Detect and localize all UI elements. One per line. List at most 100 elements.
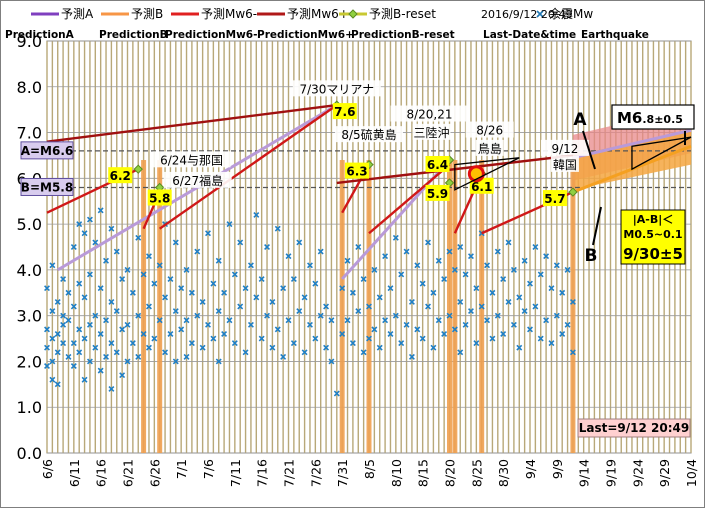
legend-marker (536, 10, 544, 18)
earthquake-point (60, 276, 67, 283)
earthquake-point (178, 285, 185, 292)
earthquake-point (564, 321, 571, 328)
earthquake-point (129, 289, 136, 296)
earthquake-point (135, 353, 142, 360)
earthquake-point (188, 340, 195, 347)
event-label-bg (152, 151, 231, 168)
earthquake-point (119, 372, 126, 379)
magnitude-box (611, 104, 695, 130)
earthquake-point (312, 280, 319, 287)
earthquake-point (70, 340, 77, 347)
earthquake-point (65, 289, 72, 296)
value-label-text: 6.3 (346, 165, 367, 179)
event-label: 鳥島 (478, 141, 502, 156)
x-tick-label: 7/6 (201, 459, 216, 479)
event-bar (141, 160, 147, 453)
earthquake-point (129, 340, 136, 347)
legend-label: 予測B (131, 7, 163, 21)
annotation-a-arrow (582, 130, 596, 170)
earthquake-point (44, 344, 50, 351)
earthquake-point (97, 367, 104, 374)
earthquake-point (521, 308, 528, 315)
earthquake-point (76, 326, 83, 333)
x-tick-label: 8/30 (496, 459, 511, 487)
prediction-mw6minus-line (368, 163, 451, 235)
prediction-a-line (572, 128, 692, 160)
event-label-bg (465, 121, 514, 138)
earthquake-point (280, 285, 287, 292)
magnitude-text: M6.8±0.5 (617, 109, 683, 127)
earthquake-point (344, 317, 351, 324)
earthquake-point (441, 276, 448, 283)
legend-sub-label: Earthquake (581, 29, 649, 41)
earthquake-point (183, 353, 190, 360)
earthquake-point (210, 280, 217, 287)
event-bar (570, 160, 576, 453)
earthquake-point (92, 344, 99, 351)
earthquake-point (435, 317, 442, 324)
event-bar (447, 160, 452, 453)
earthquake-point (70, 363, 77, 369)
earthquake-point (285, 317, 292, 324)
earthquake-point (151, 280, 158, 287)
earthquake-point (237, 239, 244, 246)
earthquake-point (49, 262, 56, 269)
x-tick-label: 9/4 (523, 459, 538, 479)
x-tick-label: 8/25 (469, 459, 484, 487)
earthquake-point (221, 289, 228, 296)
earthquake-point (419, 280, 426, 287)
value-label-text: 6.2 (110, 169, 131, 183)
earthquake-point (60, 321, 67, 328)
earthquake-point (146, 303, 152, 310)
event-label: 韓国 (553, 158, 577, 172)
earthquake-point (264, 312, 270, 319)
diff-box (620, 209, 686, 265)
earthquake-point (473, 285, 480, 292)
earthquake-point (274, 225, 281, 232)
earthquake-point (569, 349, 576, 356)
earthquake-point (430, 344, 437, 351)
earthquake-point (301, 294, 308, 301)
triangle-outline (454, 157, 520, 191)
legend-label: 予測A (61, 7, 94, 21)
earthquake-point (510, 266, 517, 273)
earthquake-point (366, 335, 372, 342)
legend-sub-label: PredictionA (5, 29, 75, 41)
earthquake-point (140, 331, 147, 337)
earthquake-point (301, 349, 308, 356)
earthquake-point (108, 385, 115, 392)
magnitude-pm: ±0.5 (654, 113, 683, 126)
value-label-text: 5.8 (149, 191, 170, 205)
value-label-text: 6.4 (427, 158, 448, 172)
earthquake-point (371, 266, 378, 273)
earthquake-point (360, 349, 367, 356)
earthquake-point (408, 353, 415, 360)
y-tick-label: 9.0 (17, 32, 42, 51)
earthquake-point (543, 317, 550, 324)
earthquake-point (339, 331, 346, 337)
earthquake-point (49, 335, 56, 342)
earthquake-point (553, 262, 560, 269)
annotation-b-arrow (592, 206, 602, 246)
earthquake-point (473, 340, 480, 347)
earthquake-point (151, 335, 158, 342)
earthquake-point (86, 271, 93, 278)
earthquake-point (172, 308, 179, 315)
earthquake-point (231, 340, 238, 347)
event-bar (157, 160, 163, 453)
earthquake-point (188, 289, 195, 296)
earthquake-point (140, 271, 147, 278)
earthquake-point (215, 308, 222, 315)
earthquake-point (468, 253, 474, 260)
y-tick-label: 0.0 (17, 444, 42, 463)
earthquake-point (510, 321, 517, 328)
value-label-box (425, 156, 450, 173)
earthquake-point (264, 244, 270, 250)
earthquake-point (537, 335, 544, 342)
earthquake-point (398, 340, 405, 347)
earthquake-point (387, 285, 394, 292)
x-tick-label: 9/19 (604, 459, 619, 487)
event-label: 8/20,21 (406, 108, 452, 122)
